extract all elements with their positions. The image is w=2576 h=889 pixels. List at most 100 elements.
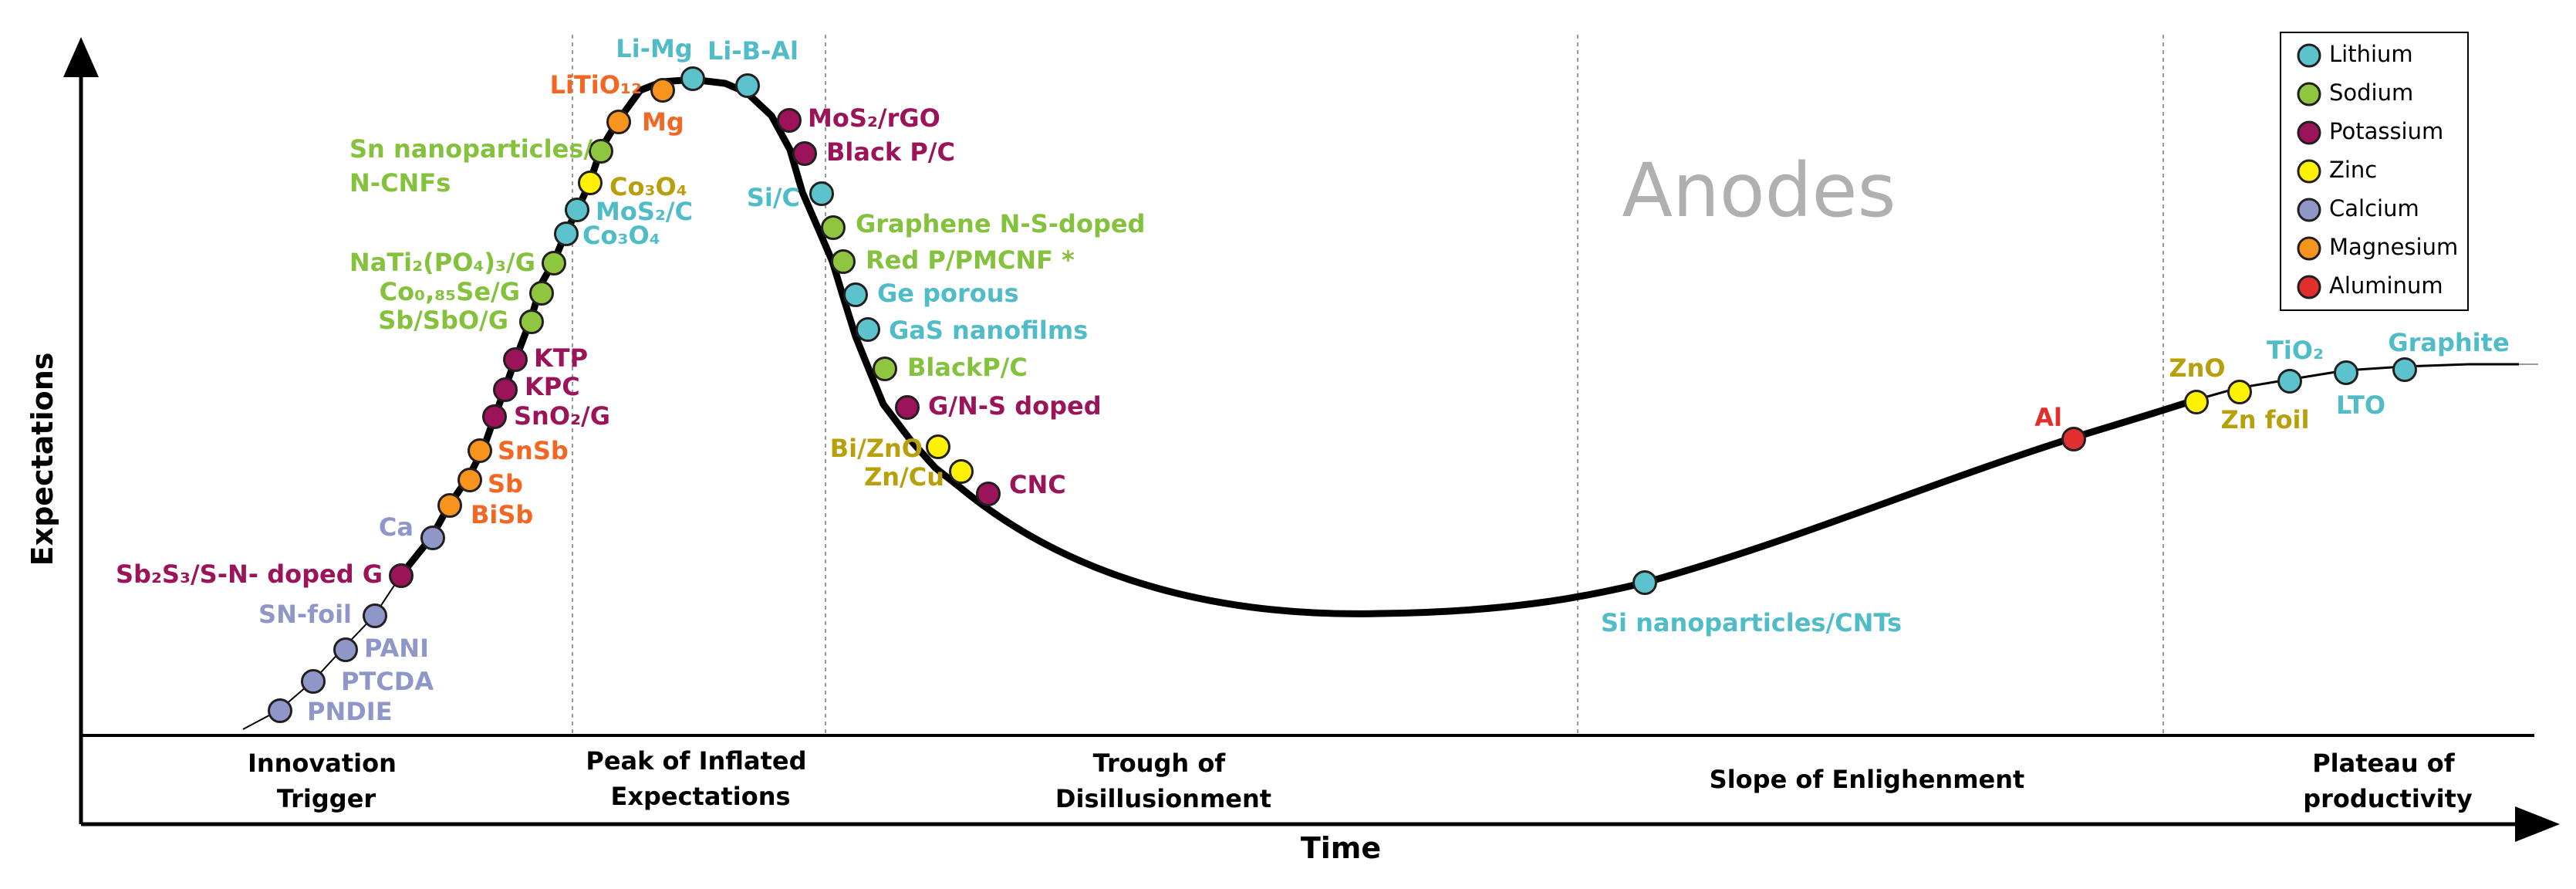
marker-dot-potassium — [493, 377, 518, 402]
marker-label: LiTiO₁₂ — [550, 70, 642, 100]
marker-nati-po-g: NaTi₂(PO₄)₃/G — [349, 248, 566, 277]
marker-dot-zinc — [2184, 390, 2209, 414]
legend-label: Magnesium — [2329, 234, 2458, 260]
marker-dot-aluminum — [2061, 427, 2086, 451]
marker-dot-lithium — [680, 66, 705, 91]
marker-label: GaS nanofilms — [889, 316, 1088, 345]
marker-dot-zinc — [578, 171, 603, 195]
marker-dot-calcium — [333, 637, 358, 662]
marker-dot-zinc — [926, 434, 950, 459]
marker-mg: Mg — [606, 107, 684, 137]
legend-swatch — [2297, 236, 2321, 261]
marker-mos-c: MoS₂/C — [565, 197, 693, 226]
legend-label: Calcium — [2329, 195, 2419, 221]
marker-pani: PANI — [333, 634, 429, 663]
marker-dot-potassium — [792, 141, 817, 166]
marker-co-o: Co₃O₄ — [554, 221, 660, 250]
marker-dot-potassium — [777, 108, 802, 133]
marker-label: Sb₂S₃/S-N- doped G — [116, 559, 383, 589]
legend-swatch — [2297, 120, 2321, 145]
marker-co-o: Co₃O₄ — [578, 171, 687, 201]
marker-label: KPC — [525, 372, 580, 401]
marker-label: Bi/ZnO — [830, 434, 923, 463]
phase-label-peak: Peak of Inflated Expectations — [586, 746, 815, 811]
marker-zno: ZnO — [2169, 353, 2226, 414]
phase-labels: Innovation Trigger Peak of Inflated Expe… — [248, 746, 2473, 813]
marker-label: CNC — [1009, 470, 1066, 499]
marker-label: Graphite — [2388, 328, 2509, 357]
marker-label: Si/C — [747, 183, 800, 212]
marker-dot-sodium — [542, 251, 566, 275]
marker-dot-calcium — [268, 698, 292, 723]
marker-label: Zn/Cu — [864, 462, 944, 492]
marker-label: Co₀,₈₅Se/G — [380, 277, 520, 306]
marker-label: Graphene N-S-doped — [856, 209, 1145, 238]
y-axis-label: Expectations — [25, 353, 59, 566]
marker-dot-magnesium — [437, 493, 462, 518]
marker-dot-lithium — [2334, 360, 2358, 385]
marker-sb-sbo-g: Sb/SbO/G — [378, 306, 544, 335]
marker-label: PTCDA — [341, 667, 434, 696]
legend-label: Potassium — [2329, 118, 2443, 144]
marker-al: Al — [2034, 403, 2086, 451]
marker-label: Co₃O₄ — [609, 172, 687, 201]
marker-label: NaTi₂(PO₄)₃/G — [349, 248, 535, 277]
marker-zn-foil: Zn foil — [2221, 380, 2309, 434]
legend-swatch — [2297, 275, 2321, 299]
marker-label: LTO — [2336, 390, 2385, 420]
marker-label: Mg — [642, 107, 684, 137]
marker-label: G/N-S doped — [928, 391, 1102, 421]
marker-label: MoS₂/C — [596, 197, 693, 226]
marker-label: Si nanoparticles/CNTs — [1601, 608, 1902, 637]
marker-dot-sodium — [529, 281, 554, 306]
legend-swatch — [2297, 82, 2321, 106]
marker-label: SN-foil — [258, 600, 352, 629]
marker-snsb: SnSb — [468, 436, 569, 465]
legend-item-calcium: Calcium — [2297, 195, 2419, 222]
marker-dot-potassium — [503, 347, 528, 372]
legend-item-lithium: Lithium — [2297, 41, 2413, 68]
legend-swatch — [2297, 159, 2321, 184]
marker-blackp-c: BlackP/C — [873, 353, 1028, 382]
hype-curve — [397, 76, 2197, 617]
marker-dot-calcium — [420, 526, 445, 550]
marker-dot-zinc — [949, 459, 974, 484]
marker-dot-lithium — [1632, 570, 1657, 595]
marker-dot-lithium — [843, 282, 868, 307]
marker-dot-potassium — [976, 482, 1001, 506]
marker-li-b-al: Li-B-Al — [707, 36, 798, 98]
marker-dot-potassium — [895, 395, 920, 420]
marker-dot-magnesium — [650, 78, 675, 103]
marker-dot-sodium — [831, 249, 856, 274]
legend-label: Zinc — [2329, 157, 2377, 183]
marker-label: PNDIE — [307, 697, 393, 726]
legend-item-aluminum: Aluminum — [2297, 272, 2443, 299]
marker-dot-lithium — [2277, 369, 2302, 394]
marker-label: BlackP/C — [907, 353, 1028, 382]
marker-label: BiSb — [471, 500, 533, 529]
legend-label: Sodium — [2329, 79, 2413, 106]
marker-dot-calcium — [301, 669, 326, 694]
marker-sn-foil: SN-foil — [258, 600, 387, 629]
marker-label: Al — [2034, 403, 2062, 432]
marker-sb-s-s-n-doped-g: Sb₂S₃/S-N- doped G — [116, 559, 414, 589]
phase-label-trough: Trough of Disillusionment — [1055, 749, 1271, 813]
phase-dividers — [572, 35, 2164, 733]
marker-dot-lithium — [856, 317, 880, 342]
marker-dot-magnesium — [468, 438, 492, 463]
marker-label: Sb — [488, 469, 523, 499]
x-axis-label: Time — [1301, 831, 1381, 865]
marker-litio: LiTiO₁₂ — [550, 70, 675, 103]
marker-black-p-c: Black P/C — [792, 137, 955, 167]
marker-label: Black P/C — [826, 137, 955, 167]
legend-label: Lithium — [2329, 41, 2413, 67]
marker-dot-lithium — [565, 198, 589, 222]
legend-item-magnesium: Magnesium — [2297, 234, 2458, 261]
marker-gas-nanofilms: GaS nanofilms — [856, 316, 1088, 345]
marker-ktp: KTP — [503, 343, 588, 373]
phase-label-slope: Slope of Enlighenment — [1710, 765, 2025, 794]
x-axis-arrowhead — [2515, 806, 2560, 842]
axes — [63, 37, 2560, 842]
marker-li-mg: Li-Mg — [616, 34, 705, 91]
y-axis-arrowhead — [63, 37, 99, 77]
